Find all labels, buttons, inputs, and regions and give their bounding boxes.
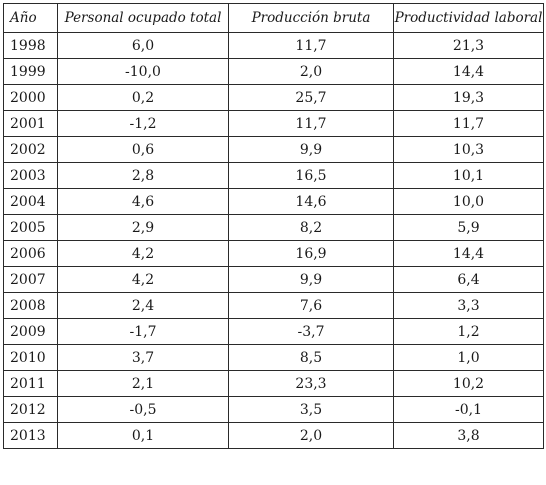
cell-produccion-bruta: 16,9	[228, 240, 394, 267]
cell-personal-ocupado: -1,2	[57, 110, 229, 137]
cell-personal-ocupado: 0,6	[57, 136, 229, 163]
cell-productividad-laboral: 10,3	[393, 136, 544, 163]
cell-productividad-laboral: 3,8	[393, 422, 544, 449]
cell-year: 2011	[3, 370, 58, 397]
data-table: Año Personal ocupado total Producción br…	[3, 3, 544, 449]
table-row: 2009 -1,7 -3,7 1,2	[3, 318, 544, 345]
cell-productividad-laboral: 5,9	[393, 214, 544, 241]
cell-personal-ocupado: -10,0	[57, 58, 229, 85]
cell-productividad-laboral: 14,4	[393, 240, 544, 267]
cell-year: 2000	[3, 84, 58, 111]
cell-productividad-laboral: 11,7	[393, 110, 544, 137]
table-row: 2012 -0,5 3,5 -0,1	[3, 396, 544, 423]
table-row: 2000 0,2 25,7 19,3	[3, 84, 544, 111]
cell-year: 2001	[3, 110, 58, 137]
table-row: 2001 -1,2 11,7 11,7	[3, 110, 544, 137]
header-produccion-bruta: Producción bruta	[228, 3, 394, 33]
cell-produccion-bruta: 2,0	[228, 422, 394, 449]
cell-personal-ocupado: -0,5	[57, 396, 229, 423]
cell-productividad-laboral: 1,2	[393, 318, 544, 345]
cell-personal-ocupado: 4,2	[57, 240, 229, 267]
cell-productividad-laboral: -0,1	[393, 396, 544, 423]
cell-productividad-laboral: 10,1	[393, 162, 544, 189]
cell-year: 2006	[3, 240, 58, 267]
table-row: 2013 0,1 2,0 3,8	[3, 422, 544, 449]
table-row: 2011 2,1 23,3 10,2	[3, 370, 544, 397]
cell-personal-ocupado: 3,7	[57, 344, 229, 371]
cell-produccion-bruta: 7,6	[228, 292, 394, 319]
cell-produccion-bruta: -3,7	[228, 318, 394, 345]
cell-productividad-laboral: 6,4	[393, 266, 544, 293]
cell-year: 1998	[3, 32, 58, 59]
header-personal-ocupado: Personal ocupado total	[57, 3, 229, 33]
table-row: 2008 2,4 7,6 3,3	[3, 292, 544, 319]
cell-personal-ocupado: 2,8	[57, 162, 229, 189]
cell-productividad-laboral: 21,3	[393, 32, 544, 59]
cell-year: 2004	[3, 188, 58, 215]
table-row: 2010 3,7 8,5 1,0	[3, 344, 544, 371]
cell-year: 2007	[3, 266, 58, 293]
cell-year: 2005	[3, 214, 58, 241]
cell-personal-ocupado: 2,1	[57, 370, 229, 397]
table-row: 1999 -10,0 2,0 14,4	[3, 58, 544, 85]
cell-personal-ocupado: 0,1	[57, 422, 229, 449]
cell-produccion-bruta: 2,0	[228, 58, 394, 85]
table-body: 1998 6,0 11,7 21,3 1999 -10,0 2,0 14,4 2000 0,2 25…	[3, 32, 544, 449]
cell-year: 2010	[3, 344, 58, 371]
cell-produccion-bruta: 3,5	[228, 396, 394, 423]
cell-productividad-laboral: 1,0	[393, 344, 544, 371]
cell-year: 2003	[3, 162, 58, 189]
table-row: 2002 0,6 9,9 10,3	[3, 136, 544, 163]
table-row: 2004 4,6 14,6 10,0	[3, 188, 544, 215]
cell-personal-ocupado: 0,2	[57, 84, 229, 111]
cell-personal-ocupado: 4,6	[57, 188, 229, 215]
cell-produccion-bruta: 9,9	[228, 136, 394, 163]
cell-year: 2009	[3, 318, 58, 345]
cell-year: 1999	[3, 58, 58, 85]
header-productividad-laboral: Productividad laboral	[393, 3, 544, 33]
header-year: Año	[3, 3, 58, 33]
cell-personal-ocupado: 2,9	[57, 214, 229, 241]
cell-personal-ocupado: 2,4	[57, 292, 229, 319]
cell-personal-ocupado: 4,2	[57, 266, 229, 293]
cell-produccion-bruta: 11,7	[228, 32, 394, 59]
cell-productividad-laboral: 10,2	[393, 370, 544, 397]
cell-produccion-bruta: 8,2	[228, 214, 394, 241]
table-row: 2007 4,2 9,9 6,4	[3, 266, 544, 293]
cell-personal-ocupado: -1,7	[57, 318, 229, 345]
cell-personal-ocupado: 6,0	[57, 32, 229, 59]
cell-productividad-laboral: 14,4	[393, 58, 544, 85]
table-row: 2006 4,2 16,9 14,4	[3, 240, 544, 267]
table-row: 1998 6,0 11,7 21,3	[3, 32, 544, 59]
header-row: Año Personal ocupado total Producción br…	[3, 3, 544, 33]
cell-year: 2002	[3, 136, 58, 163]
cell-produccion-bruta: 16,5	[228, 162, 394, 189]
cell-produccion-bruta: 8,5	[228, 344, 394, 371]
cell-produccion-bruta: 23,3	[228, 370, 394, 397]
cell-productividad-laboral: 3,3	[393, 292, 544, 319]
cell-year: 2012	[3, 396, 58, 423]
table-header: Año Personal ocupado total Producción br…	[3, 3, 544, 33]
cell-produccion-bruta: 25,7	[228, 84, 394, 111]
cell-produccion-bruta: 11,7	[228, 110, 394, 137]
cell-productividad-laboral: 19,3	[393, 84, 544, 111]
cell-productividad-laboral: 10,0	[393, 188, 544, 215]
cell-year: 2013	[3, 422, 58, 449]
cell-produccion-bruta: 9,9	[228, 266, 394, 293]
table-row: 2003 2,8 16,5 10,1	[3, 162, 544, 189]
cell-year: 2008	[3, 292, 58, 319]
table-row: 2005 2,9 8,2 5,9	[3, 214, 544, 241]
cell-produccion-bruta: 14,6	[228, 188, 394, 215]
